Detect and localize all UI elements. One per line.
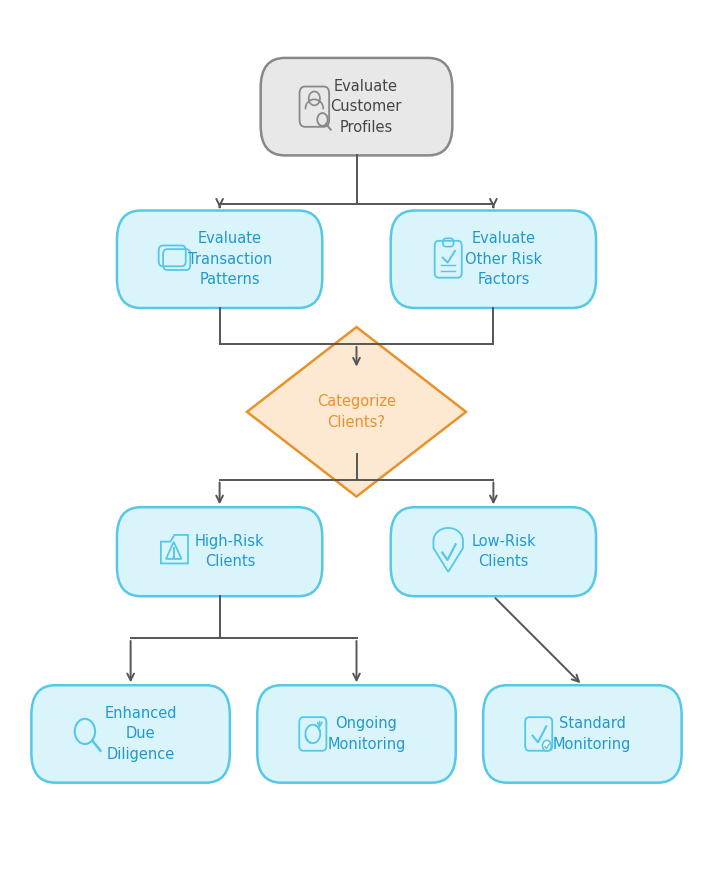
FancyBboxPatch shape <box>261 58 452 155</box>
Circle shape <box>173 557 175 558</box>
FancyBboxPatch shape <box>391 210 596 308</box>
Text: Low-Risk
Clients: Low-Risk Clients <box>471 534 536 570</box>
FancyBboxPatch shape <box>391 507 596 596</box>
FancyBboxPatch shape <box>117 507 322 596</box>
FancyBboxPatch shape <box>483 685 682 782</box>
Polygon shape <box>247 327 466 496</box>
Text: Evaluate
Transaction
Patterns: Evaluate Transaction Patterns <box>188 231 272 287</box>
Text: Evaluate
Customer
Profiles: Evaluate Customer Profiles <box>330 79 401 134</box>
Text: Ongoing
Monitoring: Ongoing Monitoring <box>327 716 406 751</box>
Text: Enhanced
Due
Diligence: Enhanced Due Diligence <box>104 706 177 762</box>
FancyBboxPatch shape <box>117 210 322 308</box>
Text: High-Risk
Clients: High-Risk Clients <box>195 534 265 570</box>
Circle shape <box>543 740 551 751</box>
Text: Standard
Monitoring: Standard Monitoring <box>553 716 632 751</box>
FancyBboxPatch shape <box>257 685 456 782</box>
Text: Categorize
Clients?: Categorize Clients? <box>317 394 396 429</box>
Text: Evaluate
Other Risk
Factors: Evaluate Other Risk Factors <box>465 231 542 287</box>
FancyBboxPatch shape <box>31 685 230 782</box>
